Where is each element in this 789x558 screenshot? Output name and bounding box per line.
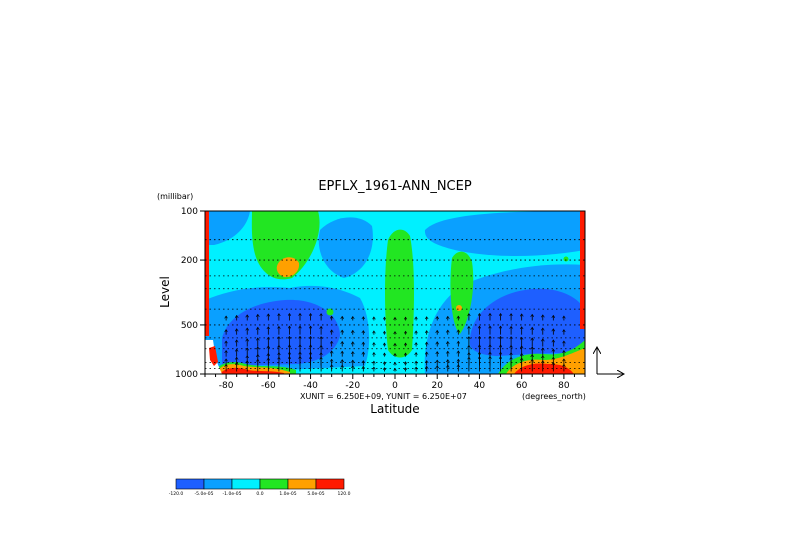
reference-vector (597, 347, 624, 374)
x-tick-label: 80 (558, 381, 570, 391)
field-dark-blue-nh (469, 288, 585, 356)
y-axis-title: Level (158, 276, 172, 308)
x-axis: -80 -60 -40 -20 0 20 40 60 80 (204, 374, 586, 391)
x-axis-title: Latitude (370, 402, 419, 416)
field-red-patch-south-pole (209, 346, 218, 366)
colorbar-swatch (203, 478, 233, 490)
vector-units-note: XUNIT = 6.250E+09, YUNIT = 6.250E+07 (300, 392, 467, 401)
field-green-equator (385, 229, 414, 358)
x-tick-label: -40 (303, 381, 318, 391)
field-mid-blue-top-mid (318, 217, 373, 278)
x-tick-label: -60 (261, 381, 276, 391)
chart-title: EPFLX_1961-ANN_NCEP (318, 179, 472, 194)
x-tick-label: -20 (345, 381, 360, 391)
colorbar-label: 0.0 (256, 491, 263, 497)
x-tick-label: 20 (431, 381, 443, 391)
colorbar-swatch (315, 478, 345, 490)
y-tick-label: 200 (181, 256, 198, 266)
colorbar-swatch (231, 478, 261, 490)
colorbar: -120.0 -5.0e-05 -1.0e-05 0.0 1.0e-05 5.0e-05 1… (169, 478, 351, 497)
field-red-edge-north (580, 211, 585, 329)
field-mid-blue-top-right (424, 211, 585, 256)
field-mid-blue-top-left (205, 211, 250, 245)
y-units-label: (millibar) (157, 192, 193, 201)
field-green-dot-nh (563, 256, 569, 262)
field-green-upper-left (251, 211, 320, 280)
colorbar-label: -5.0e-05 (195, 491, 214, 497)
x-tick-label: 60 (516, 381, 528, 391)
colorbar-swatch (259, 478, 289, 490)
colorbar-label: -120.0 (169, 491, 184, 497)
y-tick-label: 100 (181, 207, 198, 217)
x-tick-label: -80 (219, 381, 234, 391)
y-axis: 100 200 500 1000 (175, 207, 205, 380)
colorbar-swatch (175, 478, 205, 490)
field-green-dot-sh (326, 308, 334, 316)
colorbar-label: 1.0e-05 (279, 491, 296, 497)
x-tick-label: 40 (474, 381, 486, 391)
field-orange-upper-left (276, 257, 300, 278)
colorbar-label: 5.0e-05 (307, 491, 324, 497)
field-red-surface-sh (220, 367, 284, 374)
colorbar-swatch (287, 478, 317, 490)
ep-flux-vectors (226, 313, 564, 372)
y-tick-label: 1000 (175, 370, 198, 380)
colorbar-label: 120.0 (338, 491, 351, 497)
colorbar-label: -1.0e-05 (223, 491, 242, 497)
contour-field (205, 211, 585, 374)
x-tick-label: 0 (392, 381, 398, 391)
field-orange-dot-nh (456, 305, 462, 311)
y-tick-label: 500 (181, 321, 198, 331)
field-red-edge-south (205, 211, 209, 336)
x-units-label: (degrees_north) (522, 392, 586, 401)
